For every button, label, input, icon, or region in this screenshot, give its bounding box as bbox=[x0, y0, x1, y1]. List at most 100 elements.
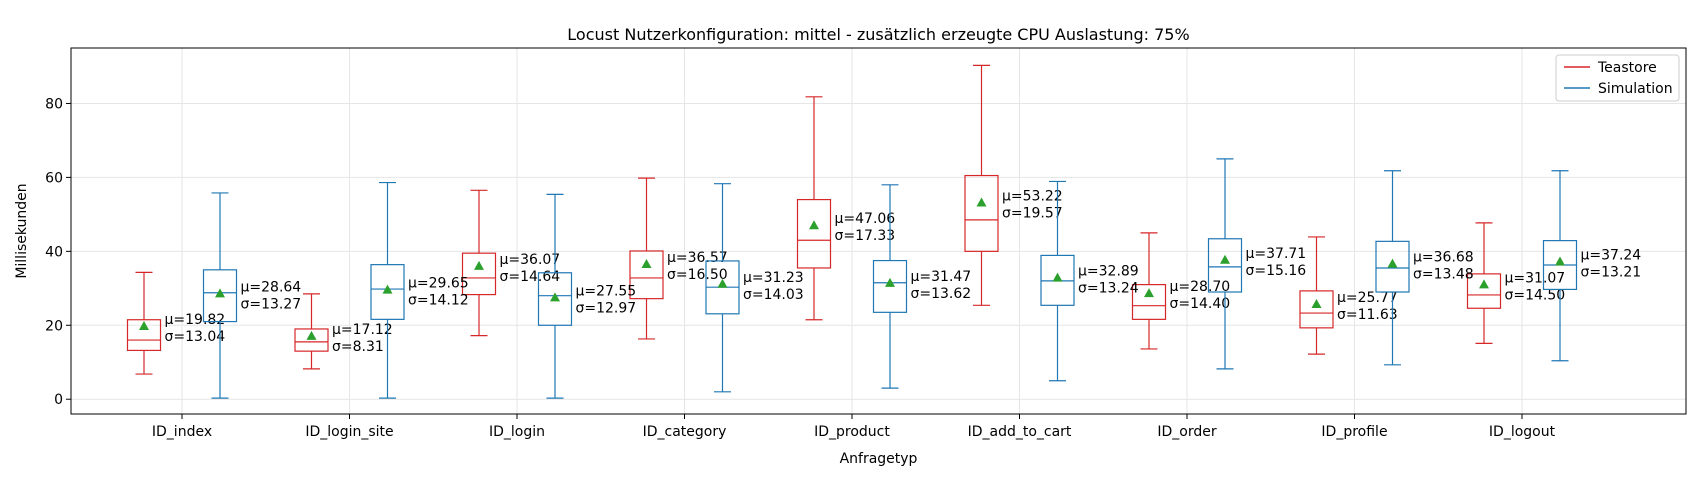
chart-title: Locust Nutzerkonfiguration: mittel - zus… bbox=[567, 25, 1189, 44]
mean-label: μ=31.47 bbox=[911, 269, 972, 285]
y-tick-label: 20 bbox=[45, 318, 63, 334]
mean-label: μ=19.82 bbox=[165, 312, 226, 328]
box-iqr bbox=[796, 198, 832, 269]
mean-marker bbox=[976, 197, 987, 207]
std-label: σ=14.03 bbox=[743, 287, 804, 303]
box-teastore-ID_profile: μ=25.77σ=11.63 bbox=[1299, 236, 1398, 355]
mean-label: μ=37.24 bbox=[1581, 248, 1642, 264]
box-teastore-ID_logout: μ=31.07σ=14.50 bbox=[1466, 222, 1566, 344]
mean-marker bbox=[1479, 279, 1489, 289]
grid bbox=[71, 48, 1686, 414]
box-simulation-ID_category: μ=31.23σ=14.03 bbox=[705, 183, 804, 393]
mean-marker bbox=[1220, 254, 1230, 264]
mean-marker bbox=[1387, 258, 1398, 268]
box-iqr bbox=[1375, 240, 1410, 293]
mean-marker bbox=[215, 288, 225, 298]
y-tick-label: 60 bbox=[45, 170, 63, 186]
x-tick-label: ID_category bbox=[643, 424, 727, 440]
box-iqr bbox=[1207, 238, 1243, 293]
box-teastore-ID_login_site: μ=17.12σ=8.31 bbox=[294, 293, 393, 370]
mean-label: μ=25.77 bbox=[1337, 290, 1398, 306]
box-iqr bbox=[294, 328, 329, 352]
x-tick-label: ID_add_to_cart bbox=[968, 424, 1072, 440]
box-iqr bbox=[1466, 273, 1502, 309]
box-iqr bbox=[126, 319, 162, 352]
x-tick-label: ID_index bbox=[152, 424, 212, 440]
box-simulation-ID_order: μ=37.71σ=15.16 bbox=[1207, 158, 1307, 370]
std-label: σ=12.97 bbox=[576, 300, 637, 316]
box-iqr bbox=[202, 269, 238, 323]
std-label: σ=13.24 bbox=[1078, 281, 1139, 297]
box-teastore-ID_product: μ=47.06σ=17.33 bbox=[796, 96, 896, 321]
std-label: σ=14.40 bbox=[1170, 296, 1231, 312]
mean-label: μ=37.71 bbox=[1246, 246, 1307, 262]
mean-label: μ=36.68 bbox=[1413, 250, 1474, 266]
mean-label: μ=31.07 bbox=[1505, 270, 1566, 286]
x-tick-label: ID_product bbox=[814, 424, 890, 440]
mean-marker bbox=[717, 278, 728, 288]
box-teastore-ID_index: μ=19.82σ=13.04 bbox=[126, 271, 226, 375]
plot-frame bbox=[70, 47, 1687, 415]
box-iqr bbox=[537, 272, 573, 326]
std-label: σ=11.63 bbox=[1337, 307, 1398, 323]
y-axis-label: Millisekunden bbox=[14, 183, 30, 278]
box-simulation-ID_logout: μ=37.24σ=13.21 bbox=[1542, 170, 1642, 362]
mean-marker bbox=[1311, 298, 1322, 308]
x-tick-label: ID_order bbox=[1157, 424, 1216, 440]
mean-label: μ=47.06 bbox=[835, 211, 896, 227]
std-label: σ=8.31 bbox=[332, 339, 384, 355]
box-group: μ=19.82σ=13.04 μ=17.12σ=8.31 μ=36.07σ=14.6… bbox=[126, 64, 1642, 399]
box-iqr bbox=[872, 259, 908, 313]
x-axis: ID_index ID_login_site ID_login ID_category… bbox=[152, 414, 1556, 440]
y-tick-label: 0 bbox=[54, 392, 63, 408]
mean-marker bbox=[1144, 288, 1154, 298]
legend-label-simulation: Simulation bbox=[1598, 81, 1673, 97]
mean-marker bbox=[641, 259, 652, 269]
std-label: σ=17.33 bbox=[835, 228, 896, 244]
std-label: σ=19.57 bbox=[1002, 205, 1063, 221]
std-label: σ=13.62 bbox=[911, 286, 972, 302]
x-axis-label: Anfragetyp bbox=[840, 451, 918, 467]
box-simulation-ID_login_site: μ=29.65σ=14.12 bbox=[370, 181, 469, 399]
std-label: σ=14.12 bbox=[408, 293, 469, 309]
mean-label: μ=36.57 bbox=[667, 250, 728, 266]
mean-marker bbox=[1052, 272, 1063, 282]
std-label: σ=16.50 bbox=[667, 267, 728, 283]
mean-label: μ=17.12 bbox=[332, 322, 393, 338]
box-iqr bbox=[1299, 290, 1334, 329]
box-simulation-ID_login: μ=27.55σ=12.97 bbox=[537, 193, 637, 399]
x-tick-label: ID_profile bbox=[1321, 424, 1387, 440]
box-simulation-ID_product: μ=31.47σ=13.62 bbox=[872, 184, 972, 389]
mean-label: μ=28.64 bbox=[241, 279, 302, 295]
y-tick-label: 40 bbox=[45, 244, 63, 260]
mean-label: μ=53.22 bbox=[1002, 188, 1063, 204]
box-iqr bbox=[629, 250, 664, 300]
mean-marker bbox=[885, 277, 895, 287]
std-label: σ=13.27 bbox=[241, 296, 302, 312]
box-iqr bbox=[1131, 284, 1167, 320]
mean-marker bbox=[139, 320, 149, 330]
y-tick-label: 80 bbox=[45, 96, 63, 112]
x-tick-label: ID_login bbox=[489, 424, 545, 440]
mean-label: μ=36.07 bbox=[500, 252, 561, 268]
std-label: σ=13.04 bbox=[165, 329, 226, 345]
box-teastore-ID_add_to_cart: μ=53.22σ=19.57 bbox=[964, 64, 1063, 306]
std-label: σ=15.16 bbox=[1246, 263, 1307, 279]
legend: Teastore Simulation bbox=[1555, 54, 1680, 102]
mean-marker bbox=[809, 220, 819, 230]
mean-marker bbox=[1555, 256, 1565, 266]
mean-marker bbox=[550, 292, 560, 302]
box-simulation-ID_index: μ=28.64σ=13.27 bbox=[202, 192, 302, 399]
std-label: σ=13.48 bbox=[1413, 267, 1474, 283]
mean-marker bbox=[474, 260, 484, 270]
box-teastore-ID_category: μ=36.57σ=16.50 bbox=[629, 177, 728, 340]
x-tick-label: ID_logout bbox=[1489, 424, 1556, 440]
std-label: σ=14.64 bbox=[500, 269, 561, 285]
box-simulation-ID_profile: μ=36.68σ=13.48 bbox=[1375, 170, 1474, 366]
legend-label-teastore: Teastore bbox=[1597, 60, 1657, 76]
mean-label: μ=32.89 bbox=[1078, 264, 1139, 280]
x-tick-label: ID_login_site bbox=[305, 424, 393, 440]
std-label: σ=14.50 bbox=[1505, 287, 1566, 303]
